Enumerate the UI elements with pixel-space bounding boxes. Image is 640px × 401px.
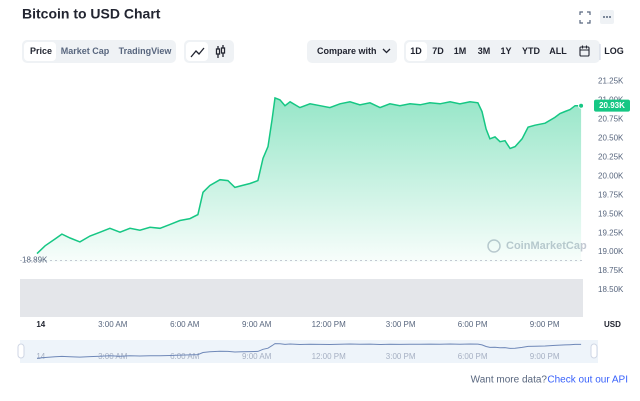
- min-label: 18.89K: [22, 256, 48, 265]
- compare-button[interactable]: [307, 40, 397, 63]
- y-tick-label: 19.50K: [598, 209, 624, 218]
- tab-selected: [24, 42, 56, 61]
- x-tick-label: 6:00 PM: [458, 320, 488, 329]
- range-button[interactable]: YTD: [522, 46, 541, 56]
- navigator-tick-label: 9:00 PM: [530, 352, 560, 361]
- range-button[interactable]: 1Y: [500, 46, 511, 56]
- compare-label: Compare with: [317, 46, 377, 56]
- navigator-tick-label: 3:00 PM: [386, 352, 416, 361]
- more-icon: [603, 16, 611, 18]
- x-tick-label: 12:00 PM: [312, 320, 347, 329]
- x-tick-label: 3:00 PM: [386, 320, 416, 329]
- candle-icon[interactable]: [215, 45, 226, 58]
- x-tick-label: 3:00 AM: [98, 320, 128, 329]
- last-price-badge: [594, 99, 630, 112]
- y-tick-label: 19.25K: [598, 228, 624, 237]
- y-tick-label: 20.25K: [598, 152, 624, 161]
- last-point: [578, 102, 585, 109]
- navigator-tick-label: 6:00 AM: [170, 352, 200, 361]
- x-tick-label: 14: [36, 320, 45, 329]
- navigator-tick-label: 12:00 PM: [312, 352, 347, 361]
- fullscreen-icon[interactable]: [579, 11, 591, 24]
- tab[interactable]: TradingView: [119, 46, 173, 56]
- chevron-icon: [382, 48, 391, 54]
- y-tick-label: 19.00K: [598, 247, 624, 256]
- api-link[interactable]: Check out our API: [547, 375, 628, 386]
- range-button[interactable]: 3M: [478, 46, 491, 56]
- unit-label: USD: [604, 320, 621, 329]
- y-tick-label: 20.50K: [598, 133, 624, 142]
- range-button[interactable]: 1M: [454, 46, 467, 56]
- range-selected: [406, 42, 427, 61]
- navigator-tick-label: 14: [36, 352, 45, 361]
- calendar-icon[interactable]: [579, 45, 590, 57]
- x-tick-label: 9:00 AM: [242, 320, 272, 329]
- navigator-line: [36, 343, 582, 359]
- title: Bitcoin to USD Chart: [22, 6, 161, 22]
- volume-band: [20, 279, 583, 317]
- range-button[interactable]: 1D: [410, 46, 422, 56]
- price-line: [36, 96, 582, 255]
- y-tick-label: 21.25K: [598, 76, 624, 85]
- y-tick-label: 20.75K: [598, 114, 624, 123]
- x-tick-label: 9:00 PM: [530, 320, 560, 329]
- price-area: [36, 97, 582, 263]
- y-tick-label: 18.50K: [598, 285, 624, 294]
- navigator-tick-label: 9:00 AM: [242, 352, 272, 361]
- line-icon: [190, 47, 205, 58]
- tab[interactable]: Market Cap: [61, 46, 110, 56]
- navigator: [20, 340, 598, 363]
- navigator-handle-right[interactable]: [590, 343, 598, 359]
- x-tick-label: 6:00 AM: [170, 320, 200, 329]
- range-button[interactable]: ALL: [549, 46, 567, 56]
- tab[interactable]: Price: [30, 46, 52, 56]
- y-tick-label: 20.00K: [598, 171, 624, 180]
- navigator-tick-label: 3:00 AM: [98, 352, 128, 361]
- footer-text: Want more data?: [471, 375, 548, 386]
- range-button[interactable]: 7D: [432, 46, 444, 56]
- y-tick-label: 18.75K: [598, 266, 624, 275]
- tab-group: [22, 40, 176, 63]
- navigator-tick-label: 6:00 PM: [458, 352, 488, 361]
- log-button[interactable]: LOG: [604, 46, 624, 56]
- y-tick-label: 19.75K: [598, 190, 624, 199]
- navigator-handle-left[interactable]: [17, 343, 25, 359]
- range-group: [404, 40, 600, 63]
- last-price-label: 20.93K: [599, 101, 625, 110]
